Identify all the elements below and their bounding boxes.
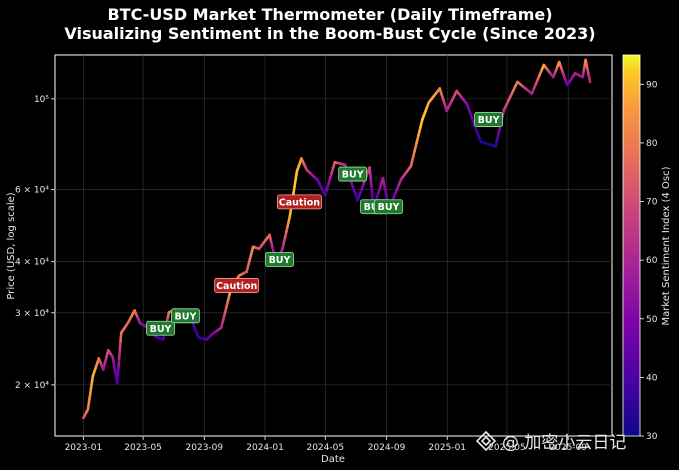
price-segment xyxy=(118,339,122,351)
signal-badge xyxy=(146,320,175,336)
signal-label: Caution xyxy=(279,197,320,208)
price-segment xyxy=(116,365,120,377)
price-segment xyxy=(588,76,592,84)
signal-annotations: BUYBUYCautionBUYCautionBUYBUYBUYBUY xyxy=(146,112,503,336)
signal-label: BUY xyxy=(269,255,291,266)
buy-signal: BUY xyxy=(338,166,368,182)
x-tick-label: 2023-09 xyxy=(186,443,224,453)
signal-label: BUY xyxy=(342,170,364,181)
y-tick-label: 10⁵ xyxy=(34,95,49,105)
plot-area xyxy=(54,54,613,437)
signal-badge xyxy=(474,112,503,127)
grid-lines xyxy=(55,55,612,436)
colorbar-tick-label: 60 xyxy=(646,256,658,266)
signal-badge xyxy=(265,252,294,267)
colorbar-label: Market Sentiment Index (4 Osc) xyxy=(661,166,672,325)
y-tick-label: 6 × 10⁴ xyxy=(15,186,49,196)
colorbar-tick-label: 80 xyxy=(646,139,658,149)
watermark-text: @ 加密小云日记 xyxy=(502,433,627,453)
chart-subtitle: Visualizing Sentiment in the Boom-Bust C… xyxy=(64,24,595,43)
x-axis-ticks: 2023-01 2023-05 2023-09 2024-01 2024-05 2024-… xyxy=(65,436,587,453)
chart-title: BTC-USD Market Thermometer (Daily Timefr… xyxy=(107,5,552,24)
watermark: @ 加密小云日记 xyxy=(476,428,626,453)
y-tick-label: 2 × 10⁴ xyxy=(15,381,49,391)
price-segment xyxy=(117,356,121,368)
price-segment xyxy=(119,331,123,343)
signal-label: BUY xyxy=(150,324,172,335)
x-axis-label: Date xyxy=(321,454,345,465)
price-segment xyxy=(409,157,415,168)
x-tick-label: 2024-09 xyxy=(368,443,406,453)
price-segment xyxy=(117,348,122,360)
buy-signal: BUY xyxy=(171,308,200,324)
price-segment xyxy=(115,373,120,385)
buy-signal: BUY xyxy=(265,252,294,267)
price-segment xyxy=(415,133,420,145)
x-tick-label: 2025-09 xyxy=(549,443,587,453)
colorbar xyxy=(622,54,641,437)
buy-signal: BUY xyxy=(474,112,503,127)
colorbar-tick-label: 70 xyxy=(646,198,658,208)
price-segment xyxy=(417,126,422,137)
colorbar-tick-label: 90 xyxy=(646,80,658,90)
caution-signal: Caution xyxy=(277,194,322,210)
signal-label: BUY xyxy=(478,115,500,126)
y-axis-ticks: 2 × 10⁴ 3 × 10⁴ 4 × 10⁴ 6 × 10⁴ 10⁵ xyxy=(15,95,55,391)
x-tick-label: 2023-05 xyxy=(124,443,162,453)
x-tick-label: 2025-05 xyxy=(488,443,526,453)
x-tick-label: 2023-01 xyxy=(65,443,103,453)
x-tick-label: 2024-05 xyxy=(306,443,344,453)
signal-label: BUY xyxy=(174,311,196,322)
signal-badge xyxy=(214,278,260,293)
price-segment xyxy=(419,118,424,129)
colorbar-tick-label: 40 xyxy=(646,373,658,383)
colorbar-tick-label: 50 xyxy=(646,315,658,325)
colorbar-ticks: 30 40 50 60 70 80 90 xyxy=(640,80,658,442)
buy-signal: BUY xyxy=(146,320,175,336)
diamond-logo-icon xyxy=(476,430,496,451)
buy-signal: BUY xyxy=(374,199,403,215)
price-segment xyxy=(413,141,418,152)
signal-label: BUY xyxy=(378,202,400,213)
colorbar-tick-label: 30 xyxy=(646,432,658,442)
signal-badge xyxy=(338,166,368,182)
y-tick-label: 3 × 10⁴ xyxy=(15,309,49,319)
signal-badge xyxy=(277,194,322,210)
y-tick-label: 4 × 10⁴ xyxy=(15,258,49,268)
signal-badge xyxy=(171,308,200,324)
price-segment xyxy=(411,149,417,160)
x-tick-label: 2025-01 xyxy=(428,443,466,453)
signal-badge xyxy=(374,199,403,215)
x-tick-label: 2024-01 xyxy=(246,443,284,453)
y-axis-label: Price (USD, log scale) xyxy=(6,192,17,299)
caution-signal: Caution xyxy=(214,278,260,293)
signal-label: Caution xyxy=(216,281,257,292)
